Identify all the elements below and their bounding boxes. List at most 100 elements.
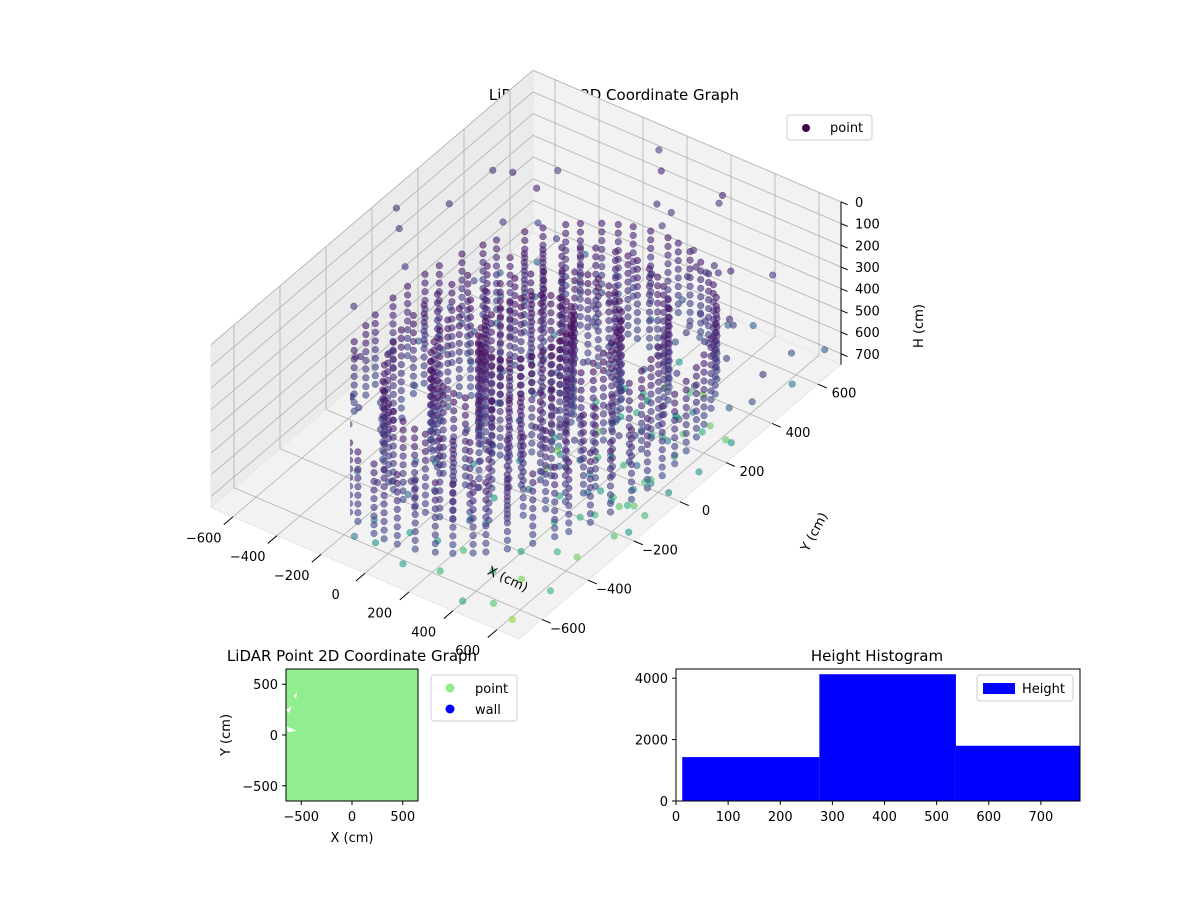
data-point [624,261,632,269]
data-point [606,499,615,507]
data-point [643,484,651,492]
data-point [529,487,537,495]
data-point [627,478,636,486]
x-tick-label: −600 [186,531,222,546]
data-point [655,146,663,154]
data-point [362,330,370,338]
z-tick-label: 500 [855,304,880,319]
data-point [466,447,474,455]
data-point [477,353,485,361]
data-point [664,296,672,304]
data-point [605,325,613,333]
data-point [551,463,559,471]
data-point [409,320,417,328]
x-tick-mark [355,572,366,582]
data-point [647,390,655,398]
data-point [399,452,407,460]
plot-2d-gap [286,706,292,713]
data-point [645,326,654,334]
data-point [519,468,527,476]
x-tick-label: 500 [924,810,949,825]
data-point [389,433,397,441]
plot-hist-frame [675,668,1081,802]
data-point [594,275,602,283]
data-point [701,317,709,325]
plot-3d-z-label: H (cm) [912,304,927,348]
data-point [617,387,625,395]
data-point [682,377,690,385]
data-point [528,378,536,386]
data-point [481,317,489,325]
data-point [385,400,393,408]
data-point [624,321,632,330]
data-point [558,261,566,269]
data-point [584,271,592,279]
data-point [674,257,682,265]
data-point [633,300,641,308]
data-point [700,377,708,385]
data-point [469,540,477,548]
x-tick-label: 0 [332,588,340,603]
data-point [528,300,536,309]
data-point [617,308,626,316]
data-point [565,502,573,510]
data-point [517,403,525,411]
data-point [371,354,379,362]
data-point [461,394,469,402]
data-point [579,358,587,366]
data-point [517,394,525,402]
data-point [487,419,495,427]
data-point [594,336,602,344]
data-point [421,465,429,473]
data-point [445,200,453,208]
data-point [579,428,587,436]
data-point [444,342,452,350]
data-point [665,305,673,313]
data-point [439,417,447,425]
data-point [692,424,700,432]
data-point [482,376,490,384]
data-point [506,307,514,315]
data-point [474,483,482,492]
data-point [411,528,419,536]
data-point [516,381,524,389]
data-point [516,364,524,372]
data-point [505,382,514,390]
data-point [519,511,527,519]
data-point [638,384,646,392]
data-point [692,381,700,389]
data-point [489,166,497,174]
data-point [556,311,564,319]
data-point [608,373,616,381]
data-point [700,386,708,394]
data-point [700,394,708,402]
data-point [584,323,592,331]
data-point [624,252,632,260]
data-point [562,221,570,229]
plot-3d-legend-marker [802,124,810,132]
data-point [594,301,602,309]
grid-line-left-h [210,156,534,432]
data-point [455,348,463,356]
data-point [431,479,439,487]
data-point [354,491,362,499]
plot-3d-legend: point [786,114,873,141]
data-point [598,254,606,262]
data-point [614,229,622,237]
data-point [617,318,625,326]
data-point [548,352,556,360]
data-point [492,245,501,253]
data-point [643,441,651,449]
plot-3d-legend-label: point [830,121,863,136]
plot-3d-x-ticks: −600 −400 −200 0 200 400 600 [186,516,498,659]
data-point [528,361,536,369]
data-point [503,536,511,544]
z-tick-label: 700 [855,348,880,363]
data-point [469,506,477,514]
data-point [350,491,354,499]
data-point [503,501,511,510]
data-point [627,461,636,469]
data-point [397,387,405,395]
data-point [558,284,566,292]
data-point [404,326,412,334]
